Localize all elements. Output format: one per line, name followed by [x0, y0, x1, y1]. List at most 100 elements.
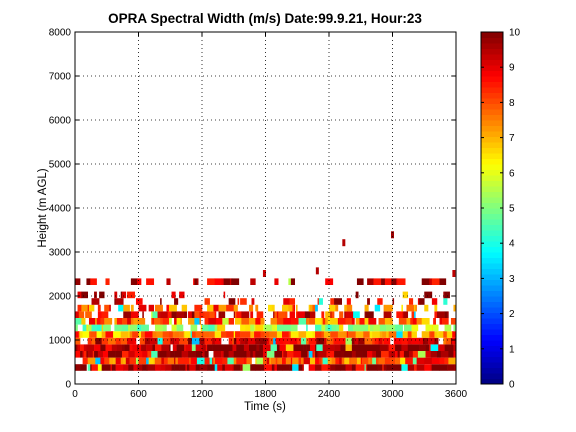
data-cell: [207, 278, 215, 285]
data-cell: [331, 311, 335, 318]
y-axis-label: Height (m AGL): [37, 168, 49, 247]
data-cell: [411, 324, 419, 332]
data-cell: [293, 344, 297, 351]
data-cell: [188, 318, 195, 325]
data-cells: [75, 231, 457, 371]
data-cell: [282, 331, 289, 338]
data-cell: [149, 337, 152, 345]
data-cell: [158, 351, 167, 358]
data-cell: [274, 351, 282, 358]
data-cell: [233, 331, 236, 338]
data-cell: [255, 357, 257, 365]
data-cell: [448, 351, 454, 358]
data-cell: [235, 331, 241, 338]
y-tick-label: 0: [65, 380, 71, 391]
colorbar-segment: [481, 312, 503, 319]
colorbar-segment: [481, 114, 503, 121]
data-cell: [388, 324, 391, 332]
data-cell: [260, 337, 268, 345]
data-cell: [335, 364, 341, 371]
data-cell: [76, 344, 78, 351]
data-cell: [232, 337, 235, 345]
data-cell: [95, 337, 102, 345]
data-cell: [334, 298, 342, 305]
data-cell: [273, 311, 275, 318]
data-cell: [235, 311, 237, 318]
data-cell: [97, 351, 104, 358]
data-cell: [245, 324, 251, 332]
data-cell: [436, 351, 442, 358]
data-cell: [344, 351, 353, 358]
colorbar-segment: [481, 120, 503, 126]
data-cell: [406, 318, 411, 325]
data-cell: [387, 344, 389, 351]
data-cell: [315, 344, 317, 351]
y-tick-label: 8000: [49, 28, 72, 39]
colorbar-segment: [481, 268, 503, 275]
data-cell: [224, 344, 231, 351]
data-cell: [204, 337, 213, 345]
data-cell: [162, 337, 171, 345]
data-cell: [389, 318, 393, 325]
data-cell: [228, 337, 233, 345]
data-cell: [151, 318, 153, 325]
data-cell: [105, 331, 114, 338]
data-cell: [264, 324, 273, 332]
data-cell: [75, 278, 81, 285]
data-cell: [171, 291, 176, 299]
data-cell: [368, 357, 370, 365]
data-cell: [447, 331, 453, 338]
data-cell: [80, 344, 85, 351]
data-cell: [416, 318, 423, 325]
data-cell: [240, 324, 246, 332]
data-cell: [175, 331, 180, 338]
data-cell: [86, 351, 88, 358]
data-cell: [346, 331, 349, 338]
data-cell: [223, 351, 229, 358]
data-cell: [264, 364, 273, 371]
data-cell: [405, 357, 414, 365]
data-cell: [236, 344, 245, 351]
data-cell: [135, 298, 143, 305]
data-cell: [116, 318, 123, 325]
colorbar-segment: [481, 142, 503, 148]
data-cell: [87, 324, 92, 332]
data-cell: [318, 357, 322, 365]
data-cell: [204, 311, 210, 318]
data-cell: [365, 344, 374, 351]
data-cell: [307, 318, 309, 325]
data-cell: [345, 318, 350, 325]
data-cell: [130, 304, 134, 312]
data-cell: [128, 364, 134, 371]
data-cell: [185, 344, 193, 351]
data-cell: [309, 304, 313, 312]
data-cell: [321, 357, 323, 365]
data-cell: [101, 364, 104, 371]
data-cell: [88, 331, 91, 338]
data-cell: [356, 357, 362, 365]
data-cell: [148, 357, 155, 365]
data-cell: [165, 364, 172, 371]
data-cell: [101, 331, 106, 338]
data-cell: [379, 331, 382, 338]
data-cell-isolated: [315, 267, 319, 275]
data-cell: [196, 278, 199, 285]
data-cell: [355, 351, 363, 358]
data-cell: [80, 364, 87, 371]
data-cell: [306, 344, 311, 351]
data-cell: [422, 337, 426, 345]
data-cell: [383, 304, 386, 312]
data-cell: [195, 344, 203, 351]
colorbar-segment: [481, 356, 503, 363]
data-cell: [430, 344, 439, 351]
data-cell: [221, 278, 224, 285]
data-cell: [226, 331, 235, 338]
data-cell: [260, 331, 265, 338]
data-cell: [273, 364, 275, 371]
data-cell: [348, 331, 356, 338]
data-cell: [282, 304, 289, 312]
data-cell: [395, 324, 403, 332]
data-cell: [241, 351, 247, 358]
data-cell: [283, 318, 292, 325]
